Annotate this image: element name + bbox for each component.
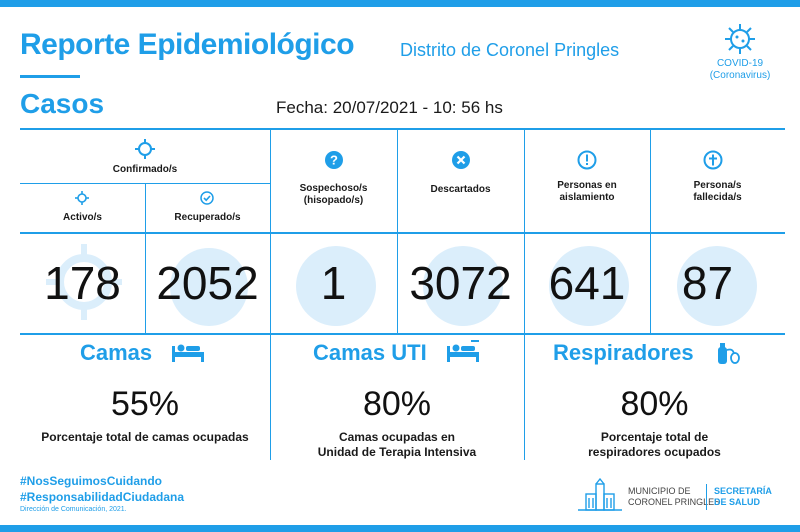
top-accent-bar <box>0 0 800 7</box>
virus-icon <box>135 139 155 159</box>
respirators-title: Respiradores <box>553 340 694 365</box>
col-divider-1 <box>145 183 146 333</box>
secretariat-line1: SECRETARÍA <box>714 486 772 496</box>
hashtag-cuidando: #NosSeguimosCuidando <box>20 474 163 488</box>
respirator-icon <box>718 343 740 364</box>
report-date: Fecha: 20/07/2021 - 10: 56 hs <box>276 98 503 117</box>
icu-beds-title: Camas UTI <box>313 340 427 365</box>
res-divider-2 <box>524 333 525 460</box>
hashtag-responsabilidad: #ResponsabilidadCiudadana <box>20 490 185 504</box>
respirators-description: Porcentaje total de respiradores ocupado… <box>524 430 785 460</box>
beds-percentage: 55% <box>110 385 180 423</box>
suspected-label-line2: (hisopado/s) <box>303 195 364 206</box>
active-value: 178 <box>44 257 121 309</box>
isolation-value: 641 <box>548 257 626 309</box>
icu-bed-icon <box>447 340 479 362</box>
check-watermark-icon <box>170 248 248 326</box>
logo-separator <box>706 484 707 510</box>
discarded-header: Descartados <box>430 184 491 195</box>
col-divider-5 <box>650 128 651 333</box>
district-subtitle: Distrito de Coronel Pringles <box>400 40 620 60</box>
title-divider <box>20 75 80 78</box>
deceased-label-line2: fallecida/s <box>693 192 742 203</box>
respirators-description-line2: respiradores ocupados <box>588 445 721 459</box>
health-secretariat: SECRETARÍA DE SALUD <box>714 486 772 508</box>
table-bottom-border <box>20 333 785 335</box>
icu-description-line2: Unidad de Terapia Intensiva <box>317 445 477 459</box>
col-divider-2 <box>270 128 271 333</box>
exclamation-watermark-icon <box>549 246 629 326</box>
x-circle-icon <box>452 151 470 169</box>
deceased-label-line1: Persona/s <box>693 180 742 191</box>
deceased-header: Persona/s fallecida/s <box>650 180 785 204</box>
virus-watermark-icon <box>46 244 122 320</box>
covid-sublabel: (Coronavirus) <box>709 70 771 81</box>
svg-text:?: ? <box>330 153 338 168</box>
table-header-border <box>20 232 785 234</box>
question-icon: ? <box>325 151 343 169</box>
credit-line: Dirección de Comunicación, 2021. <box>20 506 127 513</box>
municipality-line2: CORONEL PRINGLES <box>628 497 721 507</box>
respirators-description-line1: Porcentaje total de <box>600 430 709 444</box>
bed-icon <box>172 344 204 362</box>
cross-watermark-icon <box>677 246 757 326</box>
respirators-percentage: 80% <box>620 385 689 423</box>
isolation-header: Personas en aislamiento <box>524 180 650 204</box>
cross-icon <box>703 150 723 170</box>
municipality-name: MUNICIPIO DE CORONEL PRINGLES <box>628 486 720 508</box>
secretariat-line2: DE SALUD <box>714 497 761 507</box>
deceased-value: 87 <box>681 257 734 309</box>
beds-title: Camas <box>80 340 153 365</box>
icu-description-line1: Camas ocupadas en <box>338 430 456 444</box>
suspected-header: Sospechoso/s (hisopado/s) <box>270 183 397 207</box>
isolation-label-line2: aislamiento <box>559 192 615 203</box>
recovered-header: Recuperado/s <box>174 212 241 223</box>
municipality-logo: MUNICIPIO DE CORONEL PRINGLES SECRETARÍA… <box>576 478 786 516</box>
res-divider-1 <box>270 333 271 460</box>
suspected-label-line1: Sospechoso/s <box>299 183 368 194</box>
col-divider-4 <box>524 128 525 333</box>
town-hall-icon <box>578 478 622 511</box>
table-top-border <box>20 128 785 130</box>
exclamation-icon <box>577 150 597 170</box>
check-circle-icon <box>200 191 214 205</box>
covid-label: COVID-19 <box>716 58 764 69</box>
discarded-value: 3072 <box>409 257 512 309</box>
beds-description: Porcentaje total de camas ocupadas <box>41 430 249 444</box>
municipality-line1: MUNICIPIO DE <box>628 486 691 496</box>
question-watermark-icon <box>296 246 376 326</box>
cases-heading: Casos <box>20 88 105 119</box>
report-title: Reporte Epidemiológico <box>20 28 355 61</box>
active-header: Activo/s <box>63 212 102 223</box>
suspected-value: 1 <box>320 257 347 309</box>
recovered-value: 2052 <box>156 257 259 309</box>
x-watermark-icon <box>423 246 503 326</box>
virus-icon <box>725 24 755 54</box>
isolation-label-line1: Personas en <box>557 180 617 191</box>
virus-icon <box>75 191 89 205</box>
covid-badge: COVID-19 (Coronavirus) <box>695 22 785 82</box>
col-divider-3 <box>397 128 398 333</box>
icu-description: Camas ocupadas en Unidad de Terapia Inte… <box>270 430 524 460</box>
bottom-accent-bar <box>0 525 800 532</box>
confirmed-header: Confirmado/s <box>112 164 178 175</box>
icu-percentage: 80% <box>362 385 432 423</box>
